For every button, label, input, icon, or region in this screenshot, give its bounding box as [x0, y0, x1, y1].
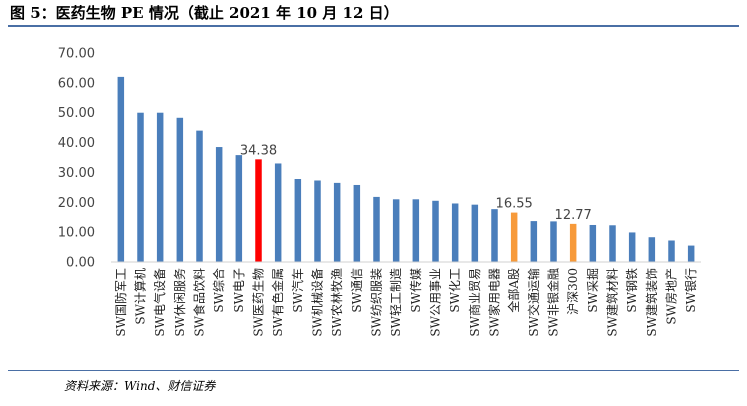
y-tick-label: 60.00	[58, 76, 95, 91]
x-tick-label: SW交通运输	[526, 268, 541, 337]
x-tick-label: SW采掘	[585, 268, 600, 313]
y-axis: 0.00 10.00 20.00 30.00 40.00 50.00 60.00 70.00	[58, 47, 95, 271]
x-tick-label: SW非银金融	[546, 268, 561, 337]
y-tick-label: 50.00	[58, 106, 95, 121]
bar-SW建筑装饰	[648, 237, 656, 262]
x-tick-label: SW农林牧渔	[330, 268, 344, 337]
figure-title: 图 5：医药生物 PE 情况（截止 2021 年 10 月 12 日）	[10, 4, 399, 22]
y-tick-label: 40.00	[58, 136, 95, 151]
x-tick-label: SW建筑材料	[605, 268, 620, 337]
x-tick-label: SW汽车	[290, 268, 305, 313]
bar-SW农林牧渔	[333, 182, 341, 262]
x-tick-label: SW休闲服务	[172, 268, 187, 337]
title-rule	[8, 25, 739, 27]
x-tick-label: SW化工	[448, 268, 462, 313]
x-tick-label: SW有色金属	[270, 268, 285, 337]
bar-SW轻工制造	[392, 199, 400, 262]
bar-SW传媒	[412, 199, 420, 262]
bar-chart: 0.0010.0020.0030.0040.0050.0060.0070.00 …	[58, 47, 701, 337]
bar-沪深300	[569, 223, 577, 262]
x-tick-label: SW银行	[684, 268, 698, 313]
bar-SW电子	[235, 155, 243, 262]
data-label-SW医药生物: 34.38	[240, 143, 277, 158]
bar-SW交通运输	[530, 221, 538, 262]
bar-SW休闲服务	[176, 117, 184, 262]
bar-SW国防军工	[117, 76, 125, 262]
bar-SW医药生物	[255, 159, 262, 262]
x-tick-label: 沪深300	[566, 268, 580, 315]
y-tick-label: 20.00	[58, 196, 95, 211]
x-tick-label: SW轻工制造	[389, 268, 403, 337]
bar-全部A股	[510, 212, 518, 262]
x-tick-label: SW国防军工	[113, 268, 128, 337]
x-tick-label: SW纺织服装	[370, 268, 384, 337]
x-tick-label: SW房地产	[664, 268, 679, 325]
bar-SW钢铁	[628, 232, 636, 262]
x-tick-label: SW建筑装饰	[644, 268, 659, 337]
bar-SW商业贸易	[471, 204, 479, 262]
bar-SW电气设备	[156, 112, 164, 263]
x-tick-label: SW综合	[211, 268, 226, 313]
bar-SW食品饮料	[196, 130, 203, 262]
y-tick-label: 0.00	[66, 256, 95, 271]
bar-SW计算机	[137, 112, 144, 263]
x-tick-label: SW钢铁	[625, 268, 639, 313]
bar-SW房地产	[668, 240, 675, 262]
x-tick-label: SW食品饮料	[192, 268, 207, 337]
x-tick-label: SW医药生物	[252, 268, 266, 337]
bar-SW通信	[353, 184, 361, 262]
bars	[117, 76, 695, 263]
y-tick-label: 30.00	[58, 166, 95, 181]
bar-SW建筑材料	[609, 225, 616, 262]
x-tick-label: SW电气设备	[152, 268, 167, 337]
bar-SW化工	[451, 203, 459, 262]
x-tick-label: SW计算机	[133, 268, 148, 325]
x-tick-label: SW商业贸易	[467, 268, 482, 337]
bar-SW非银金融	[550, 221, 557, 262]
bar-SW综合	[215, 147, 223, 262]
bar-SW纺织服装	[373, 196, 380, 262]
x-tick-label: 全部A股	[506, 268, 521, 313]
x-tick-label: SW传媒	[408, 268, 423, 313]
x-tick-label: SW家用电器	[487, 268, 502, 337]
x-tick-label: SW通信	[350, 268, 364, 313]
y-tick-label: 10.00	[58, 226, 95, 241]
bar-SW公用事业	[432, 200, 439, 262]
bar-SW汽车	[294, 179, 302, 262]
source-note: 资料来源：Wind、财信证券	[64, 379, 216, 393]
bar-SW机械设备	[314, 180, 321, 262]
data-label-沪深300: 12.77	[555, 208, 592, 223]
bar-SW有色金属	[274, 163, 282, 262]
bar-SW采掘	[589, 224, 597, 262]
x-tick-label: SW机械设备	[310, 268, 325, 337]
data-label-全部A股: 16.55	[496, 197, 533, 212]
x-tick-label: SW电子	[232, 268, 246, 313]
x-axis-tick-labels: SW国防军工 SW计算机 SW电气设备 SW休闲服务 SW食品饮料 SW综合 SW电子 SW医…	[113, 268, 698, 337]
x-tick-label: SW公用事业	[429, 268, 443, 337]
y-tick-label: 70.00	[58, 47, 95, 62]
data-labels: 34.38 16.55 12.77	[240, 143, 592, 223]
bar-SW家用电器	[491, 209, 498, 262]
bar-SW银行	[687, 245, 695, 262]
bottom-rule	[8, 370, 739, 371]
